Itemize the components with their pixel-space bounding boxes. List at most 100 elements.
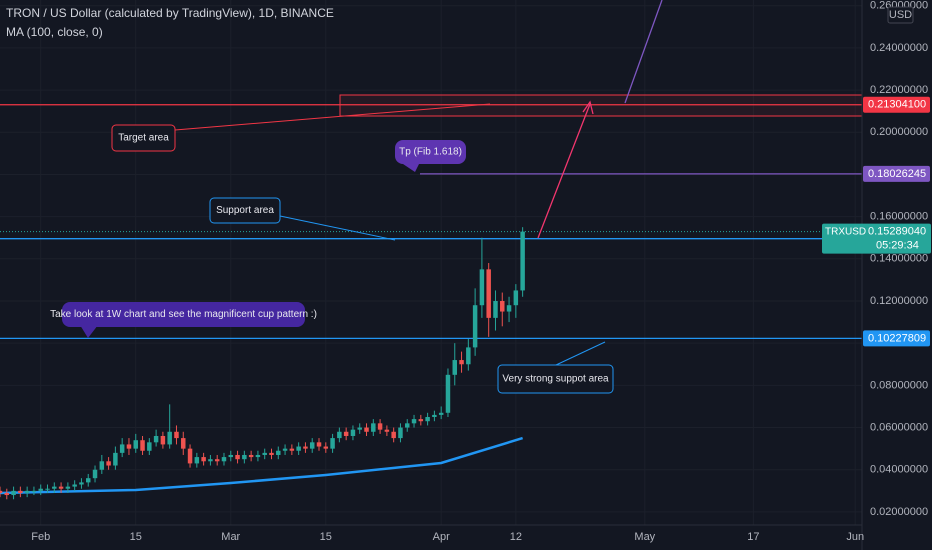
annotation: Target area: [118, 133, 169, 144]
y-tick-label: 0.22000000: [870, 84, 928, 96]
axes: 0.02000000 0.04000000 0.06000000 0.08000000…: [31, 0, 931, 543]
grid: [0, 0, 862, 525]
last-price-box: [822, 223, 931, 254]
candle-body: [31, 490, 37, 492]
candle-body: [432, 414, 437, 418]
candle-body: [276, 450, 281, 455]
candle-body: [153, 435, 159, 443]
candle-body: [72, 484, 77, 487]
y-tick-label: 0.20000000: [870, 126, 928, 138]
candle-body: [208, 459, 213, 462]
candle-body: [520, 231, 525, 291]
candle-body: [316, 442, 322, 447]
candle-body: [147, 442, 152, 451]
candle-body: [377, 423, 383, 430]
candle-body: [398, 427, 403, 439]
candle-body: [466, 347, 471, 365]
callout: [497, 364, 614, 394]
candle-body: [24, 490, 30, 493]
candle-body: [214, 459, 220, 462]
candle-body: [52, 486, 57, 489]
x-tick-label: 15: [130, 531, 142, 543]
level-label: 0.18026245: [868, 168, 926, 180]
candle-body: [242, 454, 247, 460]
candle-body: [506, 305, 512, 312]
x-tick-label: Mar: [221, 531, 240, 543]
candle-body: [411, 419, 417, 424]
candle-body: [405, 423, 410, 428]
candle-body: [262, 452, 267, 455]
candle-body: [255, 454, 261, 458]
candle-body: [11, 490, 16, 496]
candle-body: [58, 486, 64, 489]
symbol-label: TRXUSD: [825, 226, 866, 237]
candle-body: [174, 431, 179, 439]
candle-body: [384, 429, 390, 432]
fib-line: [624, 0, 663, 104]
candle-body: [0, 490, 3, 493]
candle-body: [371, 423, 376, 432]
ma-line: [0, 436, 523, 495]
y-tick-label: 0.14000000: [870, 253, 928, 265]
annotation: Support area: [216, 205, 274, 216]
x-tick-label: 17: [747, 531, 759, 543]
candle-body: [452, 360, 457, 375]
x-tick-label: Jun: [846, 531, 864, 543]
level-label-box: [863, 165, 930, 182]
candle-body: [445, 374, 451, 413]
level-label-box: [863, 96, 930, 113]
candle-body: [391, 431, 396, 439]
y-tick-label: 0.08000000: [870, 379, 928, 391]
candle-body: [79, 482, 84, 485]
x-tick-label: Feb: [31, 531, 50, 543]
candle-body: [289, 448, 295, 451]
y-tick-label: 0.16000000: [870, 211, 928, 223]
y-tick-label: 0.02000000: [870, 506, 928, 518]
level-label: 0.21304100: [868, 99, 926, 111]
candle-body: [201, 457, 206, 462]
currency: USD: [889, 9, 912, 21]
candle-body: [228, 454, 234, 458]
candle-body: [425, 417, 430, 422]
candle-body: [418, 419, 424, 422]
levels: [0, 104, 862, 340]
candle-body: [296, 446, 301, 451]
candle-body: [493, 300, 498, 318]
candle-body: [309, 442, 315, 449]
candle-body: [18, 490, 23, 493]
x-tick-label: May: [634, 531, 655, 543]
candle-body: [4, 492, 10, 496]
annotation: Very strong suppot area: [502, 374, 609, 385]
candle-body: [357, 427, 362, 430]
callout: [395, 140, 466, 164]
candle-body: [337, 431, 342, 439]
candle-body: [113, 452, 118, 466]
candle-body: [269, 452, 274, 455]
candle-body: [126, 444, 132, 449]
annotation: Take look at 1W chart and see the magnif…: [50, 309, 317, 320]
candle-body: [350, 429, 356, 436]
candle-body: [282, 448, 288, 451]
candle-body: [167, 431, 172, 445]
target-zone: [339, 94, 863, 117]
last-price-label: 0.15289040: [868, 226, 926, 238]
candle-body: [99, 461, 105, 470]
level-label-box: [863, 330, 930, 347]
callout-line: [279, 215, 396, 241]
callout-tail: [80, 325, 98, 338]
target-arrow: [537, 103, 591, 239]
x-tick-label: Apr: [433, 531, 450, 543]
candle-body: [119, 444, 125, 453]
candle-body: [459, 360, 464, 365]
candle-body: [133, 440, 138, 449]
candle-body: [194, 457, 200, 464]
x-tick-label: 12: [510, 531, 522, 543]
y-tick-label: 0.26000000: [870, 0, 928, 12]
candle-body: [38, 488, 43, 491]
callout: [209, 197, 281, 224]
currency-box[interactable]: [887, 6, 914, 24]
candle-body: [438, 412, 444, 415]
candle-body: [187, 448, 193, 464]
callout: [111, 124, 176, 152]
candle-body: [160, 435, 166, 445]
